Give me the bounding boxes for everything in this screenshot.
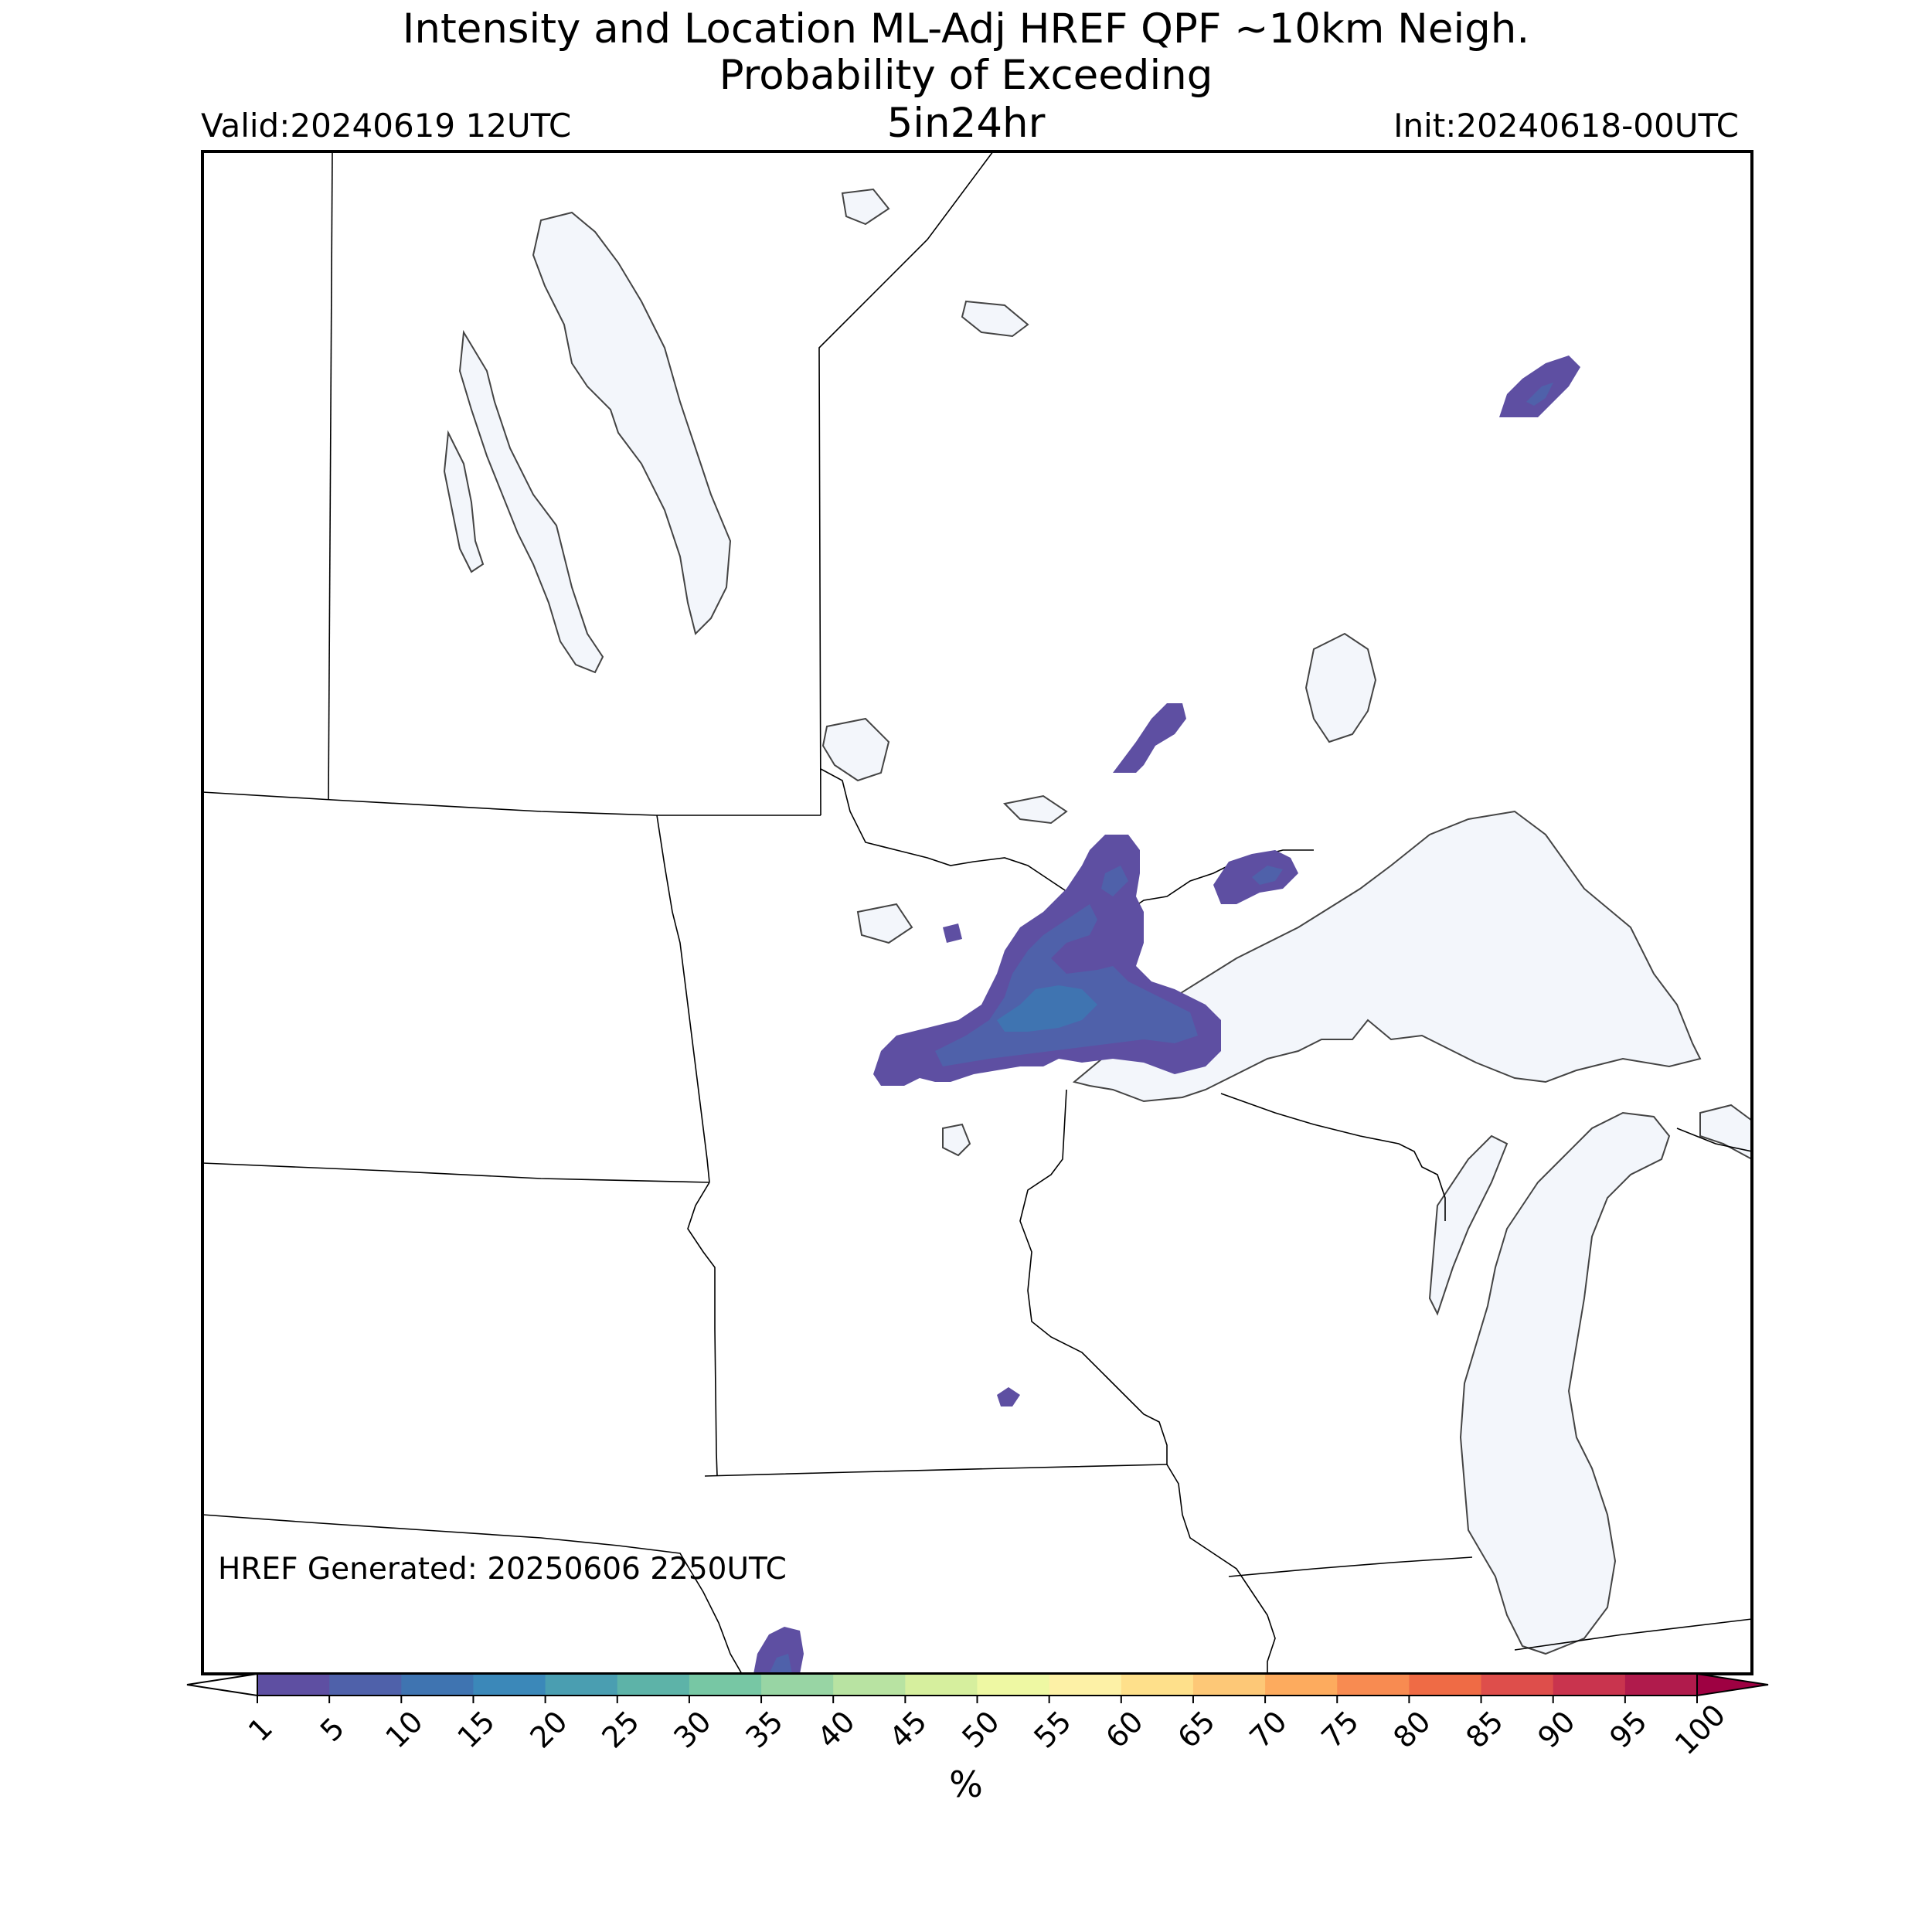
map-subtitle: Probability of Exceeding [719,52,1213,99]
lake-huron-edge [1699,1104,1752,1161]
border-manitoba-ontario [818,151,994,816]
border-iowa-wisconsin [1166,1464,1276,1674]
colorbar-under-arrow [186,1672,258,1697]
red-lake [841,188,890,226]
prob-region-northeast [1499,355,1580,417]
border-michigan-ontario-huron [1676,1128,1752,1152]
colorbar-bin [689,1674,762,1696]
prob-region-small-central [997,1387,1020,1406]
border-wisconsin-illinois [1228,1556,1473,1577]
colorbar-bins [257,1674,1698,1696]
colorbar-bin [761,1674,834,1696]
prob-region-small-west [943,923,962,943]
prob-region-north-spot [1101,866,1128,896]
state-province-borders [202,151,1752,1674]
threshold-label: 5in24hr [886,100,1046,147]
lake-superior [1072,810,1702,1103]
border-us-canada-east [820,768,1314,917]
colorbar-bin [1265,1674,1338,1696]
green-bay [1428,1134,1509,1316]
lake-lac-seul [961,300,1029,338]
colorbar-bin [1553,1674,1626,1696]
lake-winnipegosis [458,329,604,674]
lake-winnipeg [532,211,732,635]
colorbar-bin [401,1674,474,1696]
border-us-canada-west [202,791,821,816]
colorbar-bin [1409,1674,1482,1696]
colorbar-bin [1121,1674,1194,1696]
lake-of-the-woods [821,717,890,782]
prob-region-south [753,1627,804,1674]
border-minnesota-wisconsin [1019,1089,1168,1464]
colorbar-bin [473,1674,546,1696]
colorbar-bin [545,1674,618,1696]
border-indiana-michigan [1514,1618,1752,1651]
colorbar [186,1672,1769,1703]
prob-region-thunder-bay-inner [1252,866,1283,885]
border-north-south-dakota [202,1162,710,1183]
lake-nipigon [1304,632,1377,743]
prob-region-core [997,985,1097,1032]
border-north-dakota-minnesota [656,815,710,1183]
border-wisconsin-michigan [1220,1093,1446,1221]
colorbar-bin [977,1674,1050,1696]
colorbar-bin [1049,1674,1122,1696]
colorbar-ticks [257,1696,1698,1703]
colorbar-bin [1624,1674,1698,1696]
border-sask-manitoba [328,151,333,801]
colorbar-bin [1481,1674,1554,1696]
colorbar-bin [329,1674,402,1696]
water-bodies [443,188,1752,1655]
init-time-label: Init:20240618-00UTC [1393,107,1739,145]
colorbar-bin [833,1674,906,1696]
prob-region-ontario-strip [1113,703,1186,773]
prob-region-northeast-inner [1526,383,1553,406]
colorbar-over-arrow [1696,1672,1769,1697]
colorbar-bin [617,1674,690,1696]
rainy-lake [1002,794,1068,825]
probability-shading [753,355,1580,1674]
border-minnesota-iowa [704,1464,1168,1477]
border-sd-nebraska-iowa [202,1514,743,1674]
colorbar-bin [1337,1674,1410,1696]
border-south-dakota-minnesota [687,1182,718,1477]
upper-red-lake [856,903,913,944]
prob-region-south-inner [769,1654,792,1674]
colorbar-unit-label: % [949,1764,983,1805]
colorbar-bin [905,1674,978,1696]
lake-michigan [1459,1111,1671,1655]
colorbar-bin [257,1674,330,1696]
lake-manitoba [443,430,485,573]
colorbar-bin [1192,1674,1266,1696]
map-layers [202,151,1752,1674]
map-title: Intensity and Location ML-Adj HREF QPF ~… [402,5,1530,53]
generated-label: HREF Generated: 20250606 2250UTC [218,1552,787,1587]
mille-lacs-lake [942,1123,971,1157]
valid-time-label: Valid:20240619 12UTC [201,107,572,145]
